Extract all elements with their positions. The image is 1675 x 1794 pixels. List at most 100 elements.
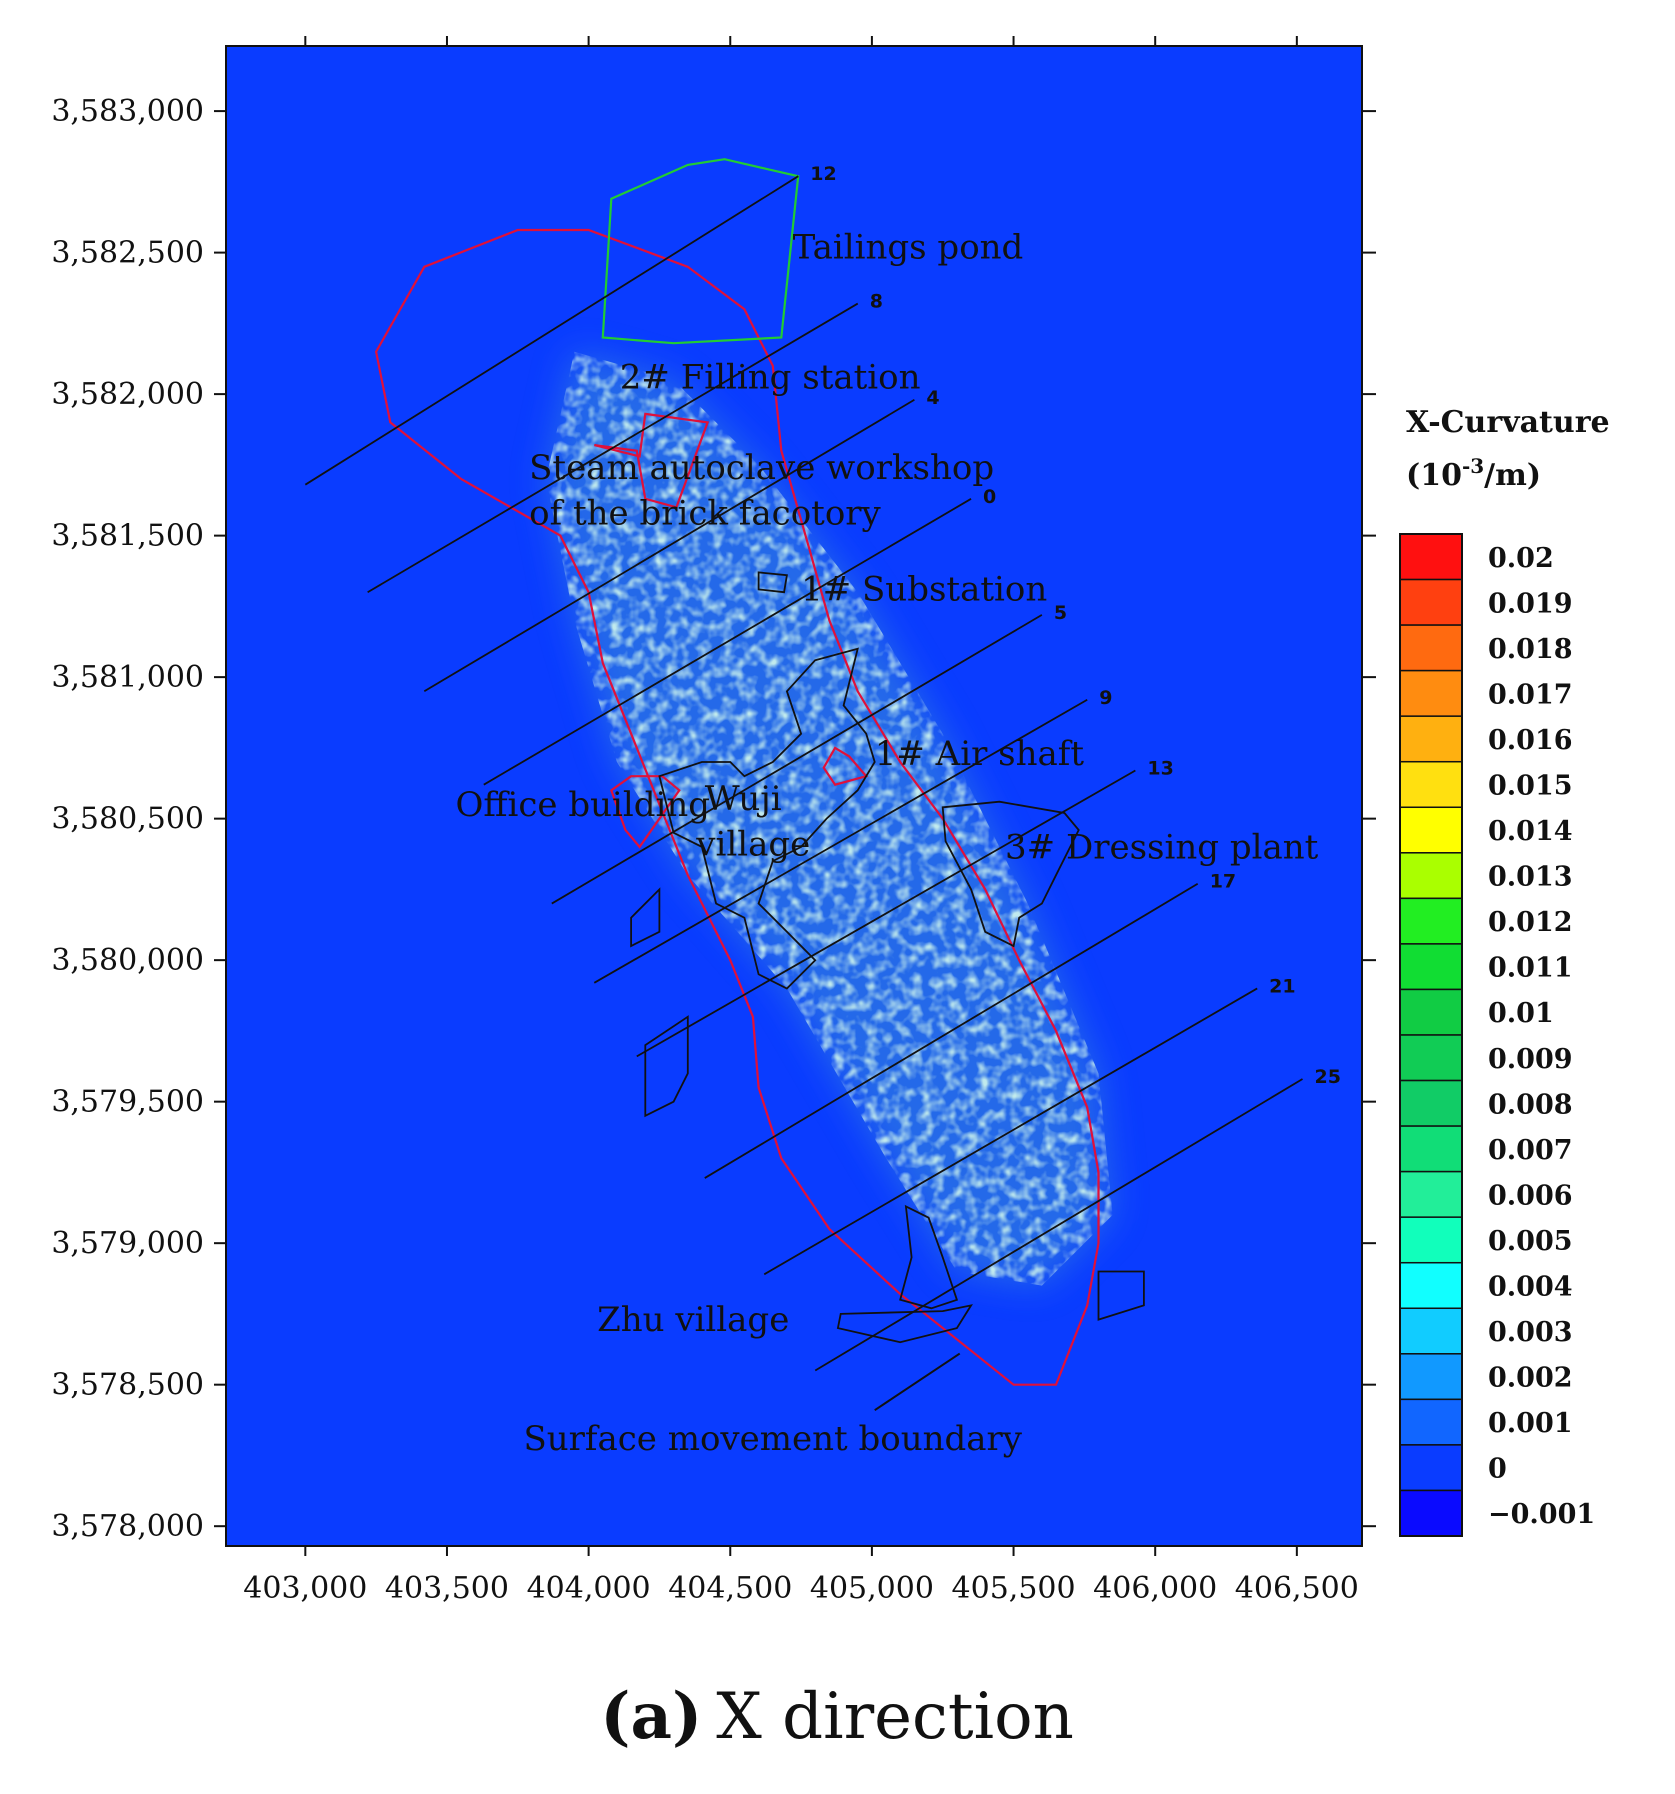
boundary-polygons xyxy=(374,158,1145,1386)
colorbar-swatch xyxy=(1399,1307,1463,1355)
surface-movement-boundary xyxy=(374,228,1100,1386)
colorbar-tick-label: 0.019 xyxy=(1488,588,1573,619)
colorbar-swatch xyxy=(1399,715,1463,763)
y-tick-label: 3,582,500 xyxy=(51,236,204,271)
colorbar-tick-label: 0.017 xyxy=(1488,679,1573,710)
colorbar-tick-label: 0.002 xyxy=(1488,1363,1573,1394)
colorbar-tick-label: 0.015 xyxy=(1488,771,1573,802)
colorbar-units: (10-3/m) xyxy=(1406,454,1541,493)
boundary-leader-line xyxy=(874,1352,961,1411)
survey-line-13 xyxy=(636,769,1136,1058)
map-annotation: Zhu village xyxy=(597,1300,789,1340)
map-annotation: Steam autoclave workshop xyxy=(529,448,994,488)
survey-line-8 xyxy=(367,302,859,594)
x-tick-label: 405,000 xyxy=(810,1571,934,1606)
y-tick-label: 3,581,500 xyxy=(51,519,204,554)
colorbar-tick-label: 0.001 xyxy=(1488,1408,1573,1439)
facility-boundary-black xyxy=(899,1204,959,1310)
map-annotation: Surface movement boundary xyxy=(523,1419,1022,1459)
survey-line-label: 25 xyxy=(1315,1066,1341,1088)
colorbar-tick-label: 0.009 xyxy=(1488,1044,1573,1075)
colorbar-swatch xyxy=(1399,1261,1463,1310)
facility-boundary-red xyxy=(609,775,681,849)
figure-caption: (a) X direction xyxy=(600,1679,1074,1754)
y-tick-label: 3,581,000 xyxy=(51,660,204,695)
colorbar-tick-label: 0.004 xyxy=(1488,1272,1573,1303)
colorbar-swatch xyxy=(1399,1216,1463,1264)
colorbar-units-base: (10 xyxy=(1406,458,1462,493)
survey-line-5 xyxy=(551,614,1043,905)
map-annotation: 1# Substation xyxy=(801,570,1047,610)
survey-line-9 xyxy=(593,698,1088,984)
colorbar-tick-label: 0.013 xyxy=(1488,862,1573,893)
survey-line-label: 21 xyxy=(1269,975,1295,997)
colorbar-swatch xyxy=(1399,1079,1463,1127)
survey-line-label: 12 xyxy=(810,163,836,185)
colorbar-swatch xyxy=(1399,1170,1463,1218)
facility-boundary-red xyxy=(594,412,710,509)
survey-line-17 xyxy=(704,882,1199,1179)
survey-line-25 xyxy=(814,1078,1303,1372)
survey-line-label: 4 xyxy=(926,387,939,409)
colorbar-tick-label: 0.018 xyxy=(1488,634,1573,665)
colorbar-swatch xyxy=(1399,578,1463,626)
colorbar-swatch xyxy=(1399,1125,1463,1173)
facility-boundary-black xyxy=(941,800,1080,948)
colorbar: X-Curvature (10-3/m) 0.02 0.019 0.018 0.017… xyxy=(1399,405,1610,1537)
colorbar-swatch xyxy=(1399,533,1463,581)
y-tick-label: 3,579,000 xyxy=(51,1226,204,1261)
survey-line-label: 5 xyxy=(1054,602,1067,624)
survey-lines xyxy=(304,175,1303,1372)
colorbar-tick-label: 0.01 xyxy=(1488,998,1554,1029)
colorbar-units-exponent: -3 xyxy=(1462,454,1484,478)
colorbar-tick-label: 0.006 xyxy=(1488,1180,1573,1211)
map-annotation: Tailings pond xyxy=(793,227,1024,267)
y-tick-label: 3,580,500 xyxy=(51,802,204,837)
survey-line-4 xyxy=(423,399,915,693)
colorbar-tick-label: 0.005 xyxy=(1488,1226,1573,1257)
plot-frame xyxy=(225,45,1363,1547)
colorbar-tick-label: 0.02 xyxy=(1488,543,1554,574)
map-annotation: Wuji xyxy=(705,779,782,819)
y-tick-label: 3,579,500 xyxy=(51,1085,204,1120)
colorbar-tick-label: 0.011 xyxy=(1488,953,1573,984)
map-annotation: village xyxy=(695,824,810,864)
colorbar-swatch xyxy=(1399,852,1463,900)
y-tick-label: 3,580,000 xyxy=(51,943,204,978)
map-annotation: 3# Dressing plant xyxy=(1005,827,1319,867)
axes: 403,000 403,500 404,000 404,500 405,000 405,5… xyxy=(51,36,1376,1606)
facility-boundary-red xyxy=(822,746,869,786)
y-tick-label: 3,578,500 xyxy=(51,1368,204,1403)
facility-boundary-black xyxy=(836,1304,973,1344)
colorbar-tick-label: 0.014 xyxy=(1488,816,1573,847)
colorbar-swatch xyxy=(1399,1034,1463,1082)
x-tick-label: 404,500 xyxy=(668,1571,792,1606)
facility-boundary-black xyxy=(630,887,661,948)
caption-letter: (a) xyxy=(600,1679,702,1754)
colorbar-swatch xyxy=(1399,760,1463,809)
colorbar-tick-label: 0.008 xyxy=(1488,1089,1573,1120)
colorbar-swatch xyxy=(1399,988,1463,1036)
colorbar-units-tail: /m) xyxy=(1484,458,1541,493)
colorbar-swatch xyxy=(1399,806,1463,854)
survey-line-0 xyxy=(483,498,972,786)
colorbar-swatches: 0.02 0.019 0.018 0.017 0.016 0.015 0.014 0.013 0… xyxy=(1399,533,1595,1537)
colorbar-tick-label: 0.003 xyxy=(1488,1317,1573,1348)
y-tick-label: 3,583,000 xyxy=(51,94,204,129)
map-annotation: 1# Air shaft xyxy=(875,734,1085,774)
x-tick-label: 406,500 xyxy=(1235,1571,1359,1606)
survey-line-21 xyxy=(763,987,1258,1276)
colorbar-tick-label: 0.016 xyxy=(1488,725,1573,756)
y-tick-label: 3,582,000 xyxy=(51,377,204,412)
survey-line-label: 13 xyxy=(1147,758,1173,780)
survey-line-12 xyxy=(304,175,799,486)
facility-boundary-black xyxy=(1097,1270,1145,1321)
survey-line-label: 17 xyxy=(1210,871,1236,893)
x-tick-label: 404,000 xyxy=(527,1571,651,1606)
colorbar-tick-label: −0.001 xyxy=(1488,1499,1595,1530)
x-tick-label: 403,000 xyxy=(243,1571,367,1606)
x-tick-label: 403,500 xyxy=(385,1571,509,1606)
colorbar-swatch xyxy=(1399,943,1463,991)
colorbar-tick-label: 0.007 xyxy=(1488,1135,1573,1166)
